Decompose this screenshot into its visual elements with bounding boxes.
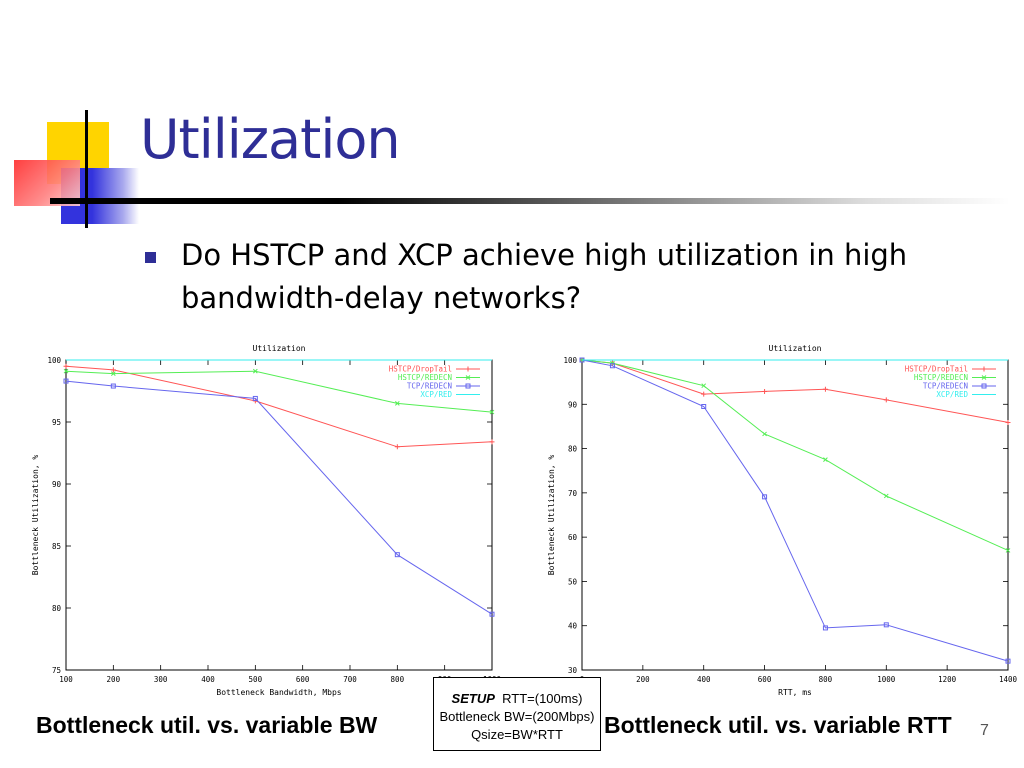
data-point	[610, 360, 615, 366]
data-point	[762, 388, 768, 394]
x-tick-label: 1000	[877, 675, 896, 684]
x-tick-label: 800	[391, 675, 405, 684]
data-point	[489, 439, 495, 445]
legend-label: TCP/REDECN	[923, 382, 968, 391]
chart-title: Utilization	[769, 344, 822, 353]
data-point	[762, 431, 767, 437]
y-tick-label: 60	[568, 533, 578, 542]
legend-marker	[981, 375, 987, 380]
data-point	[823, 457, 828, 462]
y-tick-label: 100	[563, 356, 577, 365]
legend-label: HSTCP/REDECN	[914, 373, 968, 382]
data-point	[701, 383, 707, 389]
data-point	[701, 404, 707, 409]
y-axis-label: Bottleneck Utilization, %	[547, 455, 556, 576]
data-point	[394, 401, 400, 406]
chart-rtt: Utilization02004006008001000120014003040…	[547, 344, 1018, 697]
data-point	[489, 409, 495, 415]
setup-bw: Bottleneck BW=(200Mbps)	[439, 709, 595, 724]
x-tick-label: 100	[59, 675, 73, 684]
data-point	[252, 368, 258, 374]
setup-qsize: Qsize=BW*RTT	[471, 727, 563, 742]
chart-title: Utilization	[253, 344, 306, 353]
y-tick-label: 80	[52, 604, 62, 613]
x-tick-label: 400	[201, 675, 215, 684]
series-line-tcp-redecn	[65, 380, 493, 615]
page-number: 7	[980, 722, 989, 739]
x-tick-label: 500	[249, 675, 263, 684]
x-tick-label: 800	[819, 675, 833, 684]
x-tick-label: 600	[296, 675, 310, 684]
data-point	[252, 395, 258, 401]
data-point	[489, 611, 495, 617]
x-tick-label: 1200	[938, 675, 957, 684]
plot-frame	[581, 359, 1009, 671]
x-tick-label: 200	[107, 675, 121, 684]
legend-label: XCP/RED	[936, 390, 968, 399]
data-point	[63, 378, 69, 384]
bullet-square-icon	[145, 252, 156, 263]
y-tick-label: 75	[52, 666, 61, 675]
legend-label: HSTCP/DropTail	[389, 365, 452, 374]
data-point	[1005, 548, 1011, 553]
title-rule	[50, 198, 1010, 204]
data-point	[110, 371, 116, 376]
setup-label: SETUP	[451, 691, 495, 706]
data-point	[1005, 658, 1011, 664]
data-point	[110, 367, 116, 373]
x-tick-label: 200	[636, 675, 650, 684]
legend-marker	[465, 366, 471, 372]
y-tick-label: 50	[568, 577, 578, 586]
data-point	[63, 368, 69, 374]
legend-label: TCP/REDECN	[407, 382, 452, 391]
y-tick-label: 40	[568, 622, 578, 631]
data-point	[1005, 419, 1011, 425]
data-point	[822, 386, 828, 392]
legend-label: XCP/RED	[420, 390, 452, 399]
deco-vertical-line	[85, 110, 88, 228]
legend-marker	[465, 375, 471, 380]
x-tick-label: 600	[758, 675, 772, 684]
x-axis-label: RTT, ms	[778, 688, 812, 697]
y-tick-label: 70	[568, 489, 578, 498]
legend-marker	[981, 366, 987, 372]
x-tick-label: 700	[343, 675, 357, 684]
y-tick-label: 90	[52, 480, 62, 489]
data-point	[762, 494, 768, 500]
y-tick-label: 85	[52, 542, 61, 551]
bullet-text: Do HSTCP and XCP achieve high utilizatio…	[181, 238, 908, 315]
y-tick-label: 95	[52, 418, 61, 427]
data-point	[110, 383, 116, 389]
data-point	[883, 493, 889, 499]
caption-right: Bottleneck util. vs. variable RTT	[604, 712, 952, 738]
slide-title: Utilization	[140, 108, 401, 171]
legend-label: HSTCP/DropTail	[905, 365, 968, 374]
caption-left: Bottleneck util. vs. variable BW	[36, 712, 378, 738]
y-axis-label: Bottleneck Utilization, %	[31, 455, 40, 576]
y-tick-label: 90	[568, 400, 578, 409]
y-tick-label: 30	[568, 666, 578, 675]
data-point	[394, 444, 400, 450]
y-tick-label: 80	[568, 445, 578, 454]
y-tick-label: 100	[47, 356, 61, 365]
x-tick-label: 1400	[999, 675, 1018, 684]
data-point	[883, 622, 889, 628]
x-tick-label: 400	[697, 675, 711, 684]
setup-box: SETUP RTT=(100ms) Bottleneck BW=(200Mbps…	[433, 677, 601, 751]
data-point	[701, 391, 707, 397]
chart-bandwidth: Utilization10020030040050060070080090010…	[31, 344, 502, 697]
setup-rtt: RTT=(100ms)	[502, 691, 583, 706]
legend-marker	[981, 383, 987, 389]
legend-marker	[465, 383, 471, 389]
data-point	[609, 363, 615, 369]
data-point	[394, 552, 400, 558]
data-point	[63, 363, 69, 369]
x-axis-label: Bottleneck Bandwidth, Mbps	[216, 688, 341, 697]
data-point	[883, 397, 889, 403]
series-line-tcp-redecn	[581, 359, 1009, 662]
data-point	[822, 625, 828, 631]
x-tick-label: 300	[154, 675, 168, 684]
legend-label: HSTCP/REDECN	[398, 373, 452, 382]
